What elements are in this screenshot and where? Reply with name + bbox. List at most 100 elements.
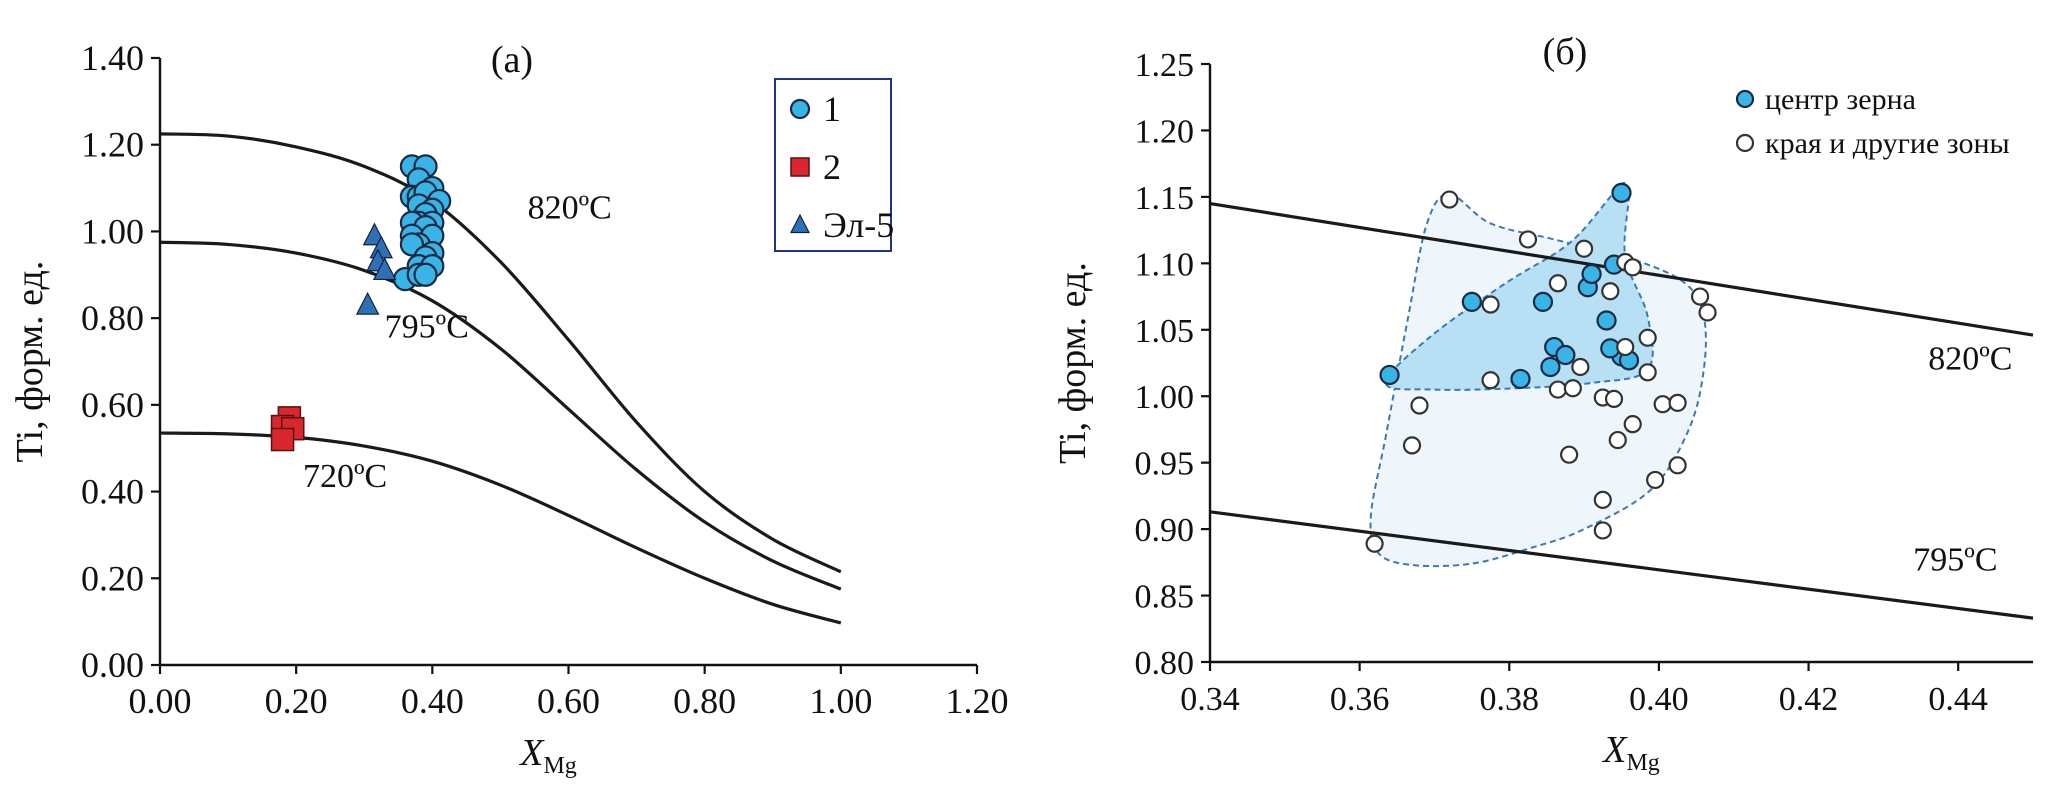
- data-point: [1608, 430, 1627, 450]
- data-point: [1690, 287, 1710, 306]
- legend-label: края и другие зоны: [1765, 127, 2010, 160]
- data-point: [372, 257, 397, 281]
- x-axis-title: XMg: [518, 732, 577, 779]
- y-tick-label: 1.20: [81, 125, 144, 165]
- data-point: [1616, 337, 1635, 357]
- panel-label: (а): [491, 39, 533, 81]
- legend-label: Эл-5: [823, 205, 894, 245]
- series-2: [355, 222, 397, 315]
- isotherm-label: 720ºC: [303, 458, 387, 495]
- x-axis-title: XMg: [1601, 729, 1660, 776]
- legend-label: 2: [823, 147, 841, 187]
- isotherm-curve: [159, 240, 842, 591]
- data-point: [1402, 436, 1422, 455]
- data-point: [1571, 357, 1590, 377]
- series-1: [1365, 190, 1717, 553]
- series-0: [1379, 182, 1640, 390]
- x-tick-label: 0.20: [265, 681, 328, 721]
- legend-marker: [790, 157, 810, 177]
- data-point: [1555, 344, 1576, 366]
- x-tick-label: 0.38: [1480, 681, 1540, 718]
- data-point: [1560, 445, 1579, 464]
- data-point: [1623, 415, 1642, 434]
- y-tick-label: 0.85: [1135, 579, 1195, 616]
- data-point: [1604, 389, 1624, 408]
- x-tick-label: 0.42: [1779, 681, 1839, 718]
- data-point: [1481, 295, 1500, 314]
- y-tick-label: 0.20: [81, 558, 144, 598]
- y-tick-label: 1.20: [1135, 113, 1195, 150]
- x-tick-label: 1.20: [946, 681, 1009, 721]
- y-tick-label: 0.95: [1135, 446, 1195, 483]
- data-point: [1574, 239, 1594, 258]
- data-point: [270, 427, 295, 452]
- series-0: [393, 154, 452, 292]
- data-point: [1410, 396, 1429, 415]
- data-point: [1548, 380, 1568, 399]
- y-tick-label: 0.40: [81, 472, 144, 512]
- x-axis-title-main: X: [518, 732, 545, 774]
- legend-label: 1: [823, 89, 841, 129]
- data-point: [413, 262, 438, 287]
- y-tick-label: 1.40: [81, 38, 144, 78]
- isotherm-curve: [1209, 510, 2034, 620]
- isotherm-label: 820ºC: [1928, 341, 2012, 378]
- data-point: [1638, 328, 1657, 347]
- panel-a: 820ºC 795ºC 720ºC 0.00 0.20 0.40 0.60 0.80 1.00 1…: [9, 38, 1009, 779]
- isotherm-label: 795ºC: [1913, 541, 1997, 578]
- y-axis-title: Ti, форм. ед.: [9, 261, 51, 463]
- data-point: [1623, 258, 1642, 277]
- y-axis-title: Ti, форм. ед.: [1052, 262, 1094, 464]
- data-point: [1646, 470, 1665, 490]
- data-point: [1601, 282, 1620, 301]
- y-tick-label: 1.00: [1135, 379, 1195, 416]
- x-tick-label: 0.80: [673, 681, 736, 721]
- data-point: [1698, 303, 1717, 322]
- data-point: [1593, 521, 1612, 540]
- legend-label: центр зерна: [1765, 83, 1916, 116]
- data-point: [1379, 364, 1400, 386]
- data-point: [1440, 190, 1459, 209]
- y-tick-label: 1.25: [1135, 47, 1195, 84]
- x-tick-label: 0.40: [1629, 681, 1689, 718]
- x-tick-label: 0.40: [401, 681, 464, 721]
- data-point: [1518, 230, 1538, 249]
- y-tick-label: 1.05: [1135, 313, 1195, 350]
- panel-b: 820ºC 795ºC 0.80 0.85 0.90 0.95 1.00 1.05 1.10 1.…: [1052, 31, 2034, 776]
- x-axis-title-sub: Mg: [543, 753, 576, 779]
- data-point: [1510, 368, 1531, 390]
- data-point: [1653, 395, 1672, 414]
- isotherm-curve: [159, 132, 842, 574]
- isotherm-label: 795ºC: [385, 309, 469, 346]
- data-point: [1481, 371, 1500, 390]
- y-tick-label: 1.00: [81, 211, 144, 251]
- data-point: [1581, 263, 1602, 285]
- data-point: [1532, 291, 1554, 312]
- x-tick-label: 1.00: [809, 681, 872, 721]
- y-tick-label: 0.60: [81, 385, 144, 425]
- data-point: [1365, 534, 1384, 553]
- legend-marker: [1735, 133, 1755, 153]
- data-point: [1596, 310, 1617, 331]
- data-point: [1563, 379, 1582, 398]
- isotherm-label: 820ºC: [528, 189, 612, 226]
- data-point: [1668, 393, 1687, 412]
- data-point: [1593, 490, 1612, 509]
- y-tick-label: 0.90: [1135, 512, 1195, 549]
- x-tick-label: 0.36: [1330, 681, 1390, 718]
- x-axis-title-sub: Mg: [1626, 750, 1659, 776]
- panel-label: (б): [1543, 31, 1588, 73]
- data-point: [355, 291, 380, 315]
- x-tick-label: 0.44: [1928, 681, 1988, 718]
- x-tick-label: 0.60: [537, 681, 600, 721]
- x-axis-title-main: X: [1601, 729, 1628, 771]
- y-tick-label: 0.00: [81, 645, 144, 685]
- series-1: [270, 406, 305, 452]
- data-point: [1611, 182, 1632, 204]
- data-point: [1461, 291, 1482, 312]
- legend-marker: [789, 98, 811, 120]
- x-tick-label: 0.34: [1180, 681, 1240, 718]
- x-tick-label: 0.00: [129, 681, 192, 721]
- data-point: [1540, 356, 1561, 378]
- y-tick-label: 1.10: [1135, 246, 1195, 283]
